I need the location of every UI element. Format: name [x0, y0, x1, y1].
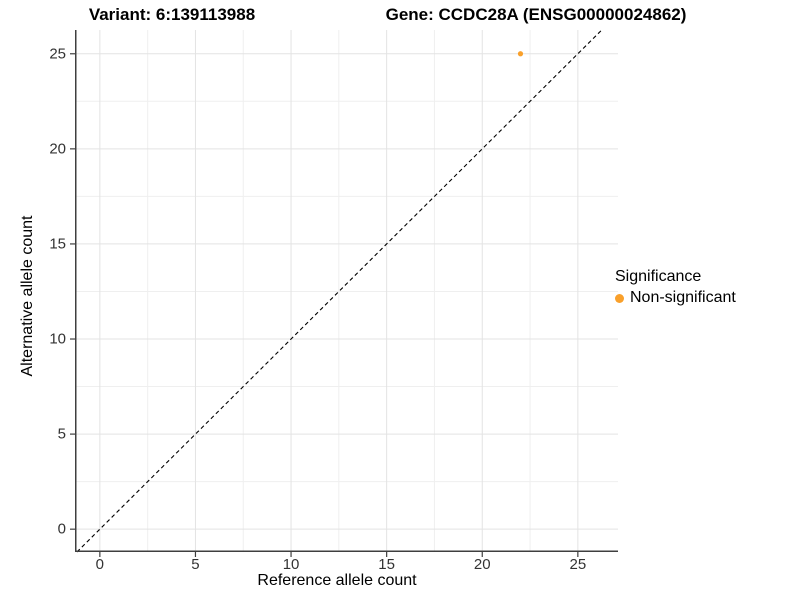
y-tick-label: 25 [49, 45, 66, 63]
x-axis-title: Reference allele count [257, 572, 417, 589]
y-tick-label: 0 [57, 520, 66, 538]
x-tick-label: 5 [191, 556, 200, 573]
variant-title: Variant: 6:139113988 [88, 5, 256, 24]
legend-entry-label: Non-significant [630, 289, 736, 306]
plot-panel [70, 29, 618, 557]
legend: Significance Non-significant [615, 268, 736, 307]
x-tick-label: 15 [378, 556, 395, 573]
y-tick-label: 10 [49, 330, 66, 348]
gene-title: Gene: CCDC28A (ENSG00000024862) [385, 5, 687, 24]
data-point [517, 51, 524, 57]
y-tick-label: 20 [49, 140, 66, 158]
legend-title: Significance [615, 268, 702, 285]
x-tick-label: 0 [95, 556, 105, 573]
legend-entry: Non-significant [615, 289, 736, 307]
x-tick-label: 25 [569, 556, 587, 573]
y-tick-label: 15 [49, 235, 66, 253]
legend-point-icon [615, 293, 624, 303]
x-tick-label: 10 [282, 556, 300, 573]
x-tick-label: 20 [473, 556, 491, 573]
identity-dashed-line [76, 29, 603, 553]
y-axis-title: Alternative allele count [19, 215, 36, 377]
y-tick-label: 5 [57, 425, 66, 443]
